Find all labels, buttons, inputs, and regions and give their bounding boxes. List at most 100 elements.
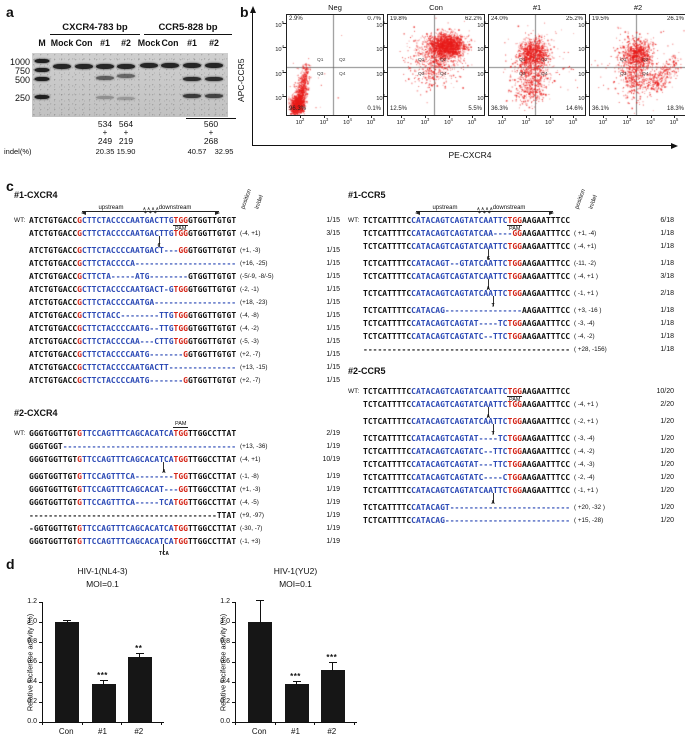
arrow-bar: upstream downstream <box>415 205 554 215</box>
significance-stars: ** <box>135 643 143 653</box>
pam-label: PAM <box>173 224 188 232</box>
y-tick-label: 0.4 <box>220 678 230 685</box>
chart-subtitle: MOI=0.1 <box>86 579 119 589</box>
flow-y-tick-mark <box>283 96 286 97</box>
panel-d-label: d <box>6 556 15 572</box>
arrow-bar: upstream downstream <box>81 205 220 215</box>
sequence-segment: TGG <box>173 524 188 533</box>
insertion-mark: A <box>481 406 495 421</box>
sequence-segment: CATACAGTCAGTATCAATTC <box>411 216 508 225</box>
sequence: ATCTGTGACCGCTTCTACCCCAATG-------GGTGGTTG… <box>29 350 236 359</box>
sequence: ATCTGTGACCGCTTCTACC--------TTGTGGGTGGTTG… <box>29 311 236 320</box>
sequence-segment: TCTCATTTTC <box>363 319 412 328</box>
cut-site-marks: ∧∧∧∧ +++ <box>131 206 171 216</box>
sequence-segment: GTGGTTGTGT <box>187 216 237 225</box>
gel-group-label-ccr5: CCR5-828 bp <box>158 22 218 33</box>
insertion-mark: A <box>157 461 171 476</box>
indel-position: ( -2, -4) <box>574 474 595 481</box>
sequence-segment: GG <box>178 485 188 494</box>
pam-label: PAM <box>507 395 522 403</box>
indel-position: ( -4, +1 ) <box>574 273 598 280</box>
indel-percent-value: 20.35 <box>95 147 115 156</box>
significance-stars: *** <box>326 653 338 662</box>
y-tick-label: 0.4 <box>27 678 37 685</box>
quadrant-percent-br: 18.3% <box>666 106 684 112</box>
panel-c-label: c <box>6 178 14 194</box>
flow-x-tick-label: 102 <box>295 117 305 126</box>
indel-position: (+13, -15) <box>240 364 268 371</box>
sequence-segment: TTCCAGTTTCAGCACATCA <box>82 524 174 533</box>
sequence-segment: GG <box>512 229 522 238</box>
insertion-base: A <box>162 469 166 476</box>
insertion-base: A <box>486 414 490 421</box>
pam-label: PAM <box>507 224 522 232</box>
fragment-size-line: 560 <box>203 119 219 129</box>
flow-x-tick-label: 105 <box>669 117 679 126</box>
y-tick-mark <box>232 722 235 723</box>
indel-position: (-2, -1) <box>240 286 259 293</box>
alignment-row: ATCTGTGACCGCTTCTACCCCAATGACT-GTGGGTGGTTG… <box>14 285 344 298</box>
flow-y-tick-mark <box>384 23 387 24</box>
alignment-row: TCTCATTTTCCATACAGT--GTATCAATTCTGGAAGAATT… <box>348 259 678 272</box>
sequence-segment: CTTCTA-----ATG-------- <box>82 272 188 281</box>
sequence-segment: G <box>77 455 82 464</box>
sequence-segment: TGG <box>507 387 522 396</box>
sequence-segment: TCTCATTTTC <box>363 516 412 525</box>
flow-x-tick-mark <box>502 115 503 118</box>
sequence-segment: G <box>77 285 82 294</box>
x-tick-mark <box>81 722 83 725</box>
gel-band <box>96 76 114 80</box>
indel-position: ( +1, -4) <box>574 230 597 237</box>
sequence: GGGTGGTTGTGTTCCAGTTTCA-----TCATGGTTGGCCT… <box>29 498 236 507</box>
sequence: TCTCATTTTCCATACAGTCAGTATCAATTCTGGAAGAATT… <box>363 486 570 506</box>
indel-position: (+1, -3) <box>240 486 261 493</box>
sequence-segment: CATACAGTCAGTATCAATTC <box>411 400 508 409</box>
sequence-segment: GTGGTTGTGT <box>187 229 237 238</box>
y-tick-label: 0.0 <box>220 718 230 725</box>
sequence: GGGTGGTTGTGTTCCAGTTTCAGCACATCATGGTTGGCCT… <box>29 455 236 475</box>
sequence-segment: TTCCAGTTTCA-----TCA <box>82 498 174 507</box>
clone-ratio: 1/20 <box>660 448 674 455</box>
quadrant-percent-bl: 96.3% <box>289 106 307 112</box>
sequence-segment: G <box>77 337 82 346</box>
x-category-label: #2 <box>327 727 337 736</box>
sequence-segment: ATCTGTGACC <box>29 363 78 372</box>
flow-y-axis-line <box>252 12 254 145</box>
sequence-segment: G <box>77 376 82 385</box>
insertion-mark: TCA <box>157 543 171 558</box>
sequence-segment: G <box>77 472 82 481</box>
sequence-segment: TCTCATTTTC <box>363 417 412 426</box>
bar-n1 <box>284 684 309 722</box>
pam-text: PAM <box>174 225 187 232</box>
sequence-segment: AAGAATTTCC <box>521 473 571 482</box>
flow-x-tick-label: 105 <box>366 117 376 126</box>
error-bar-cap <box>63 619 72 621</box>
sequence-segment: AAGAATTTCC <box>521 216 571 225</box>
flow-plot-title: Con <box>429 3 443 12</box>
sequence-segment: TGG <box>173 285 188 294</box>
panel-b-label: b <box>240 4 249 20</box>
wt-prefix: WT: <box>348 388 360 395</box>
clone-ratio: 1/20 <box>660 418 674 425</box>
right-arrowhead-icon <box>549 210 554 215</box>
clone-ratio: 2/19 <box>326 430 340 437</box>
sequence-segment: ATCTGTGACC <box>29 350 78 359</box>
alignment-row: TCTCATTTTCCATACAGTCAGTATCAATTCTGGAAGAATT… <box>348 400 678 420</box>
sequence-segment: CATACAGTCAGTATC--TTC <box>411 447 508 456</box>
gel-lane-label: #2 <box>121 38 131 48</box>
sequence-segment: CTTCTACCCCAATGACT--- <box>82 246 179 255</box>
sequence-segment: TGG <box>173 537 188 546</box>
alignment-row: ---------------------------------------T… <box>14 511 344 524</box>
gel-band <box>117 74 135 78</box>
sequence-segment: GTGGTTGTGT <box>187 324 237 333</box>
error-bar-cap <box>135 652 144 654</box>
sequence-segment: TCTCATTTTC <box>363 272 412 281</box>
sequence-segment: TGG <box>173 311 188 320</box>
sequence-segment: G <box>77 429 82 438</box>
indel-position: (+16, -25) <box>240 260 268 267</box>
sequence: TCTCATTTTCCATACAGTCAGTATCAATTCTGGAAGAATT… <box>363 387 570 403</box>
clone-ratio: 1/15 <box>326 260 340 267</box>
alignment-row: TCTCATTTTCCATACAGTCAGTATCAATTCTGGAAGAATT… <box>348 289 678 309</box>
sequence-segment: TGG <box>173 229 188 238</box>
alignment-row: TCTCATTTTCCATACAGTCAGTAT----TCTGGAAGAATT… <box>348 319 678 332</box>
